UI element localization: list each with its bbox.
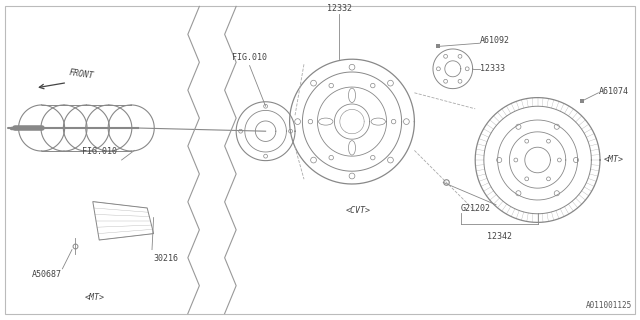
Text: <MT>: <MT> <box>84 293 104 302</box>
Text: 30216: 30216 <box>154 254 179 263</box>
FancyBboxPatch shape <box>5 6 635 314</box>
Text: <MT>: <MT> <box>604 156 623 164</box>
Text: A61092: A61092 <box>480 36 510 45</box>
Text: <CVT>: <CVT> <box>346 206 371 215</box>
Text: A011001125: A011001125 <box>586 301 632 310</box>
Text: 12333: 12333 <box>480 64 505 73</box>
Text: 12342: 12342 <box>486 232 512 241</box>
Text: FIG.010: FIG.010 <box>232 53 267 62</box>
Text: G21202: G21202 <box>461 204 491 213</box>
Text: 12332: 12332 <box>326 4 352 13</box>
Text: A50687: A50687 <box>31 270 61 279</box>
Text: FIG.010: FIG.010 <box>82 148 116 156</box>
Text: A61074: A61074 <box>598 87 628 96</box>
Text: FRONT: FRONT <box>69 68 95 80</box>
